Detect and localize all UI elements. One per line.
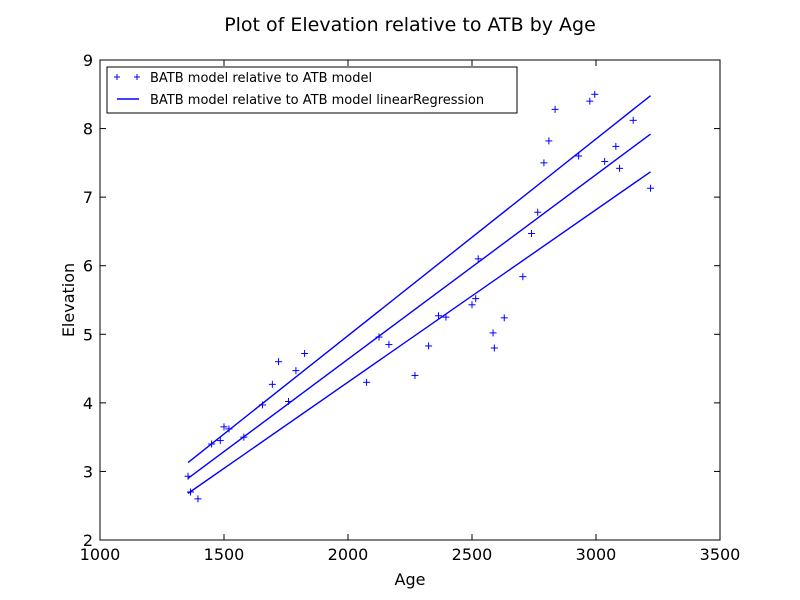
data-point — [275, 358, 283, 366]
regression-line — [187, 95, 651, 464]
chart-title: Plot of Elevation relative to ATB by Age — [224, 14, 596, 36]
data-point — [647, 184, 655, 192]
y-axis-label: Elevation — [59, 263, 78, 337]
data-point — [301, 349, 309, 357]
data-point — [528, 229, 536, 237]
y-tick-label: 8 — [83, 120, 93, 139]
data-point — [268, 380, 276, 388]
x-tick-label: 3500 — [700, 545, 741, 564]
x-tick-label: 3000 — [576, 545, 617, 564]
data-point — [442, 313, 450, 321]
y-tick-label: 4 — [83, 394, 93, 413]
data-point — [629, 116, 637, 124]
y-tick-label: 9 — [83, 51, 93, 70]
data-point — [385, 341, 393, 349]
y-tick-label: 3 — [83, 462, 93, 481]
x-tick-label: 2500 — [452, 545, 493, 564]
legend-label-scatter: BATB model relative to ATB model — [150, 71, 372, 86]
y-tick-label: 7 — [83, 188, 93, 207]
data-point — [208, 440, 216, 448]
data-point — [612, 142, 620, 150]
plot-frame — [99, 59, 721, 541]
data-point — [586, 97, 594, 105]
data-point — [519, 273, 527, 281]
legend-box — [106, 66, 518, 114]
axis-ticks: 1000 1500 2000 2500 3000 3500 2 3 4 5 6 7 8 9 — [80, 51, 741, 564]
plot-area — [184, 90, 655, 503]
y-tick-label: 2 — [83, 531, 93, 550]
regression-line — [187, 171, 651, 494]
data-point — [591, 90, 599, 98]
data-point — [375, 333, 383, 341]
data-point — [601, 157, 609, 165]
legend-label-regression: BATB model relative to ATB model linearR… — [150, 93, 484, 108]
legend-marker-scatter — [114, 74, 140, 80]
data-point — [435, 312, 443, 320]
data-point — [292, 367, 300, 375]
data-point — [489, 329, 497, 337]
data-point — [500, 314, 508, 322]
data-point — [575, 152, 583, 160]
data-point — [490, 344, 498, 352]
y-tick-label: 6 — [83, 257, 93, 276]
legend: BATB model relative to ATB model BATB mo… — [106, 66, 518, 114]
x-tick-label: 1000 — [80, 545, 121, 564]
data-point — [616, 164, 624, 172]
data-point — [472, 295, 480, 303]
y-tick-label: 5 — [83, 325, 93, 344]
data-point — [468, 301, 476, 309]
regression-line — [187, 133, 651, 479]
data-point — [474, 255, 482, 263]
data-point — [184, 472, 192, 480]
data-point — [363, 378, 371, 386]
data-point — [534, 208, 542, 216]
data-point — [220, 423, 228, 431]
data-point — [551, 105, 559, 113]
x-tick-label: 2000 — [328, 545, 369, 564]
data-point — [425, 342, 433, 350]
data-point — [225, 425, 233, 433]
data-point — [194, 495, 202, 503]
data-point — [284, 397, 292, 405]
data-point — [187, 488, 195, 496]
data-point — [411, 371, 419, 379]
data-point — [216, 437, 224, 445]
x-axis-label: Age — [395, 570, 426, 589]
data-point — [540, 159, 548, 167]
data-point — [258, 401, 266, 409]
data-point — [545, 137, 553, 145]
data-point — [240, 433, 248, 441]
x-tick-label: 1500 — [204, 545, 245, 564]
